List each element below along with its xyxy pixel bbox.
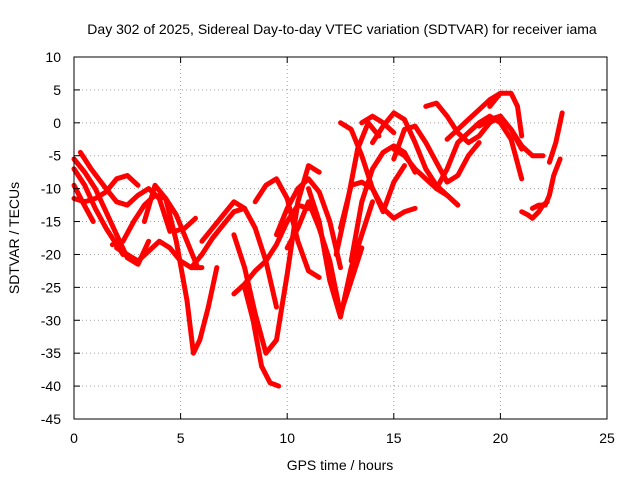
series-track-13 <box>242 284 282 389</box>
y-axis-label: SDTVAR / TECUs <box>6 182 22 294</box>
x-tick-labels: 0 5 10 15 20 25 <box>70 430 615 446</box>
series-track-31 <box>487 90 525 139</box>
axis-ticks <box>73 56 608 420</box>
series-track-1 <box>71 156 152 267</box>
plot-frame <box>73 56 608 420</box>
x-tick-label: 0 <box>70 430 78 446</box>
series-track-10 <box>188 205 248 271</box>
series-track-32 <box>508 126 546 159</box>
series-track-11 <box>199 199 279 310</box>
series-track-9 <box>171 215 198 234</box>
series-track-34 <box>529 156 563 211</box>
series-track-7 <box>114 238 205 271</box>
y-tick-label: -30 <box>41 312 61 328</box>
series-track-28 <box>433 113 525 192</box>
y-tick-label: 0 <box>53 115 61 131</box>
y-tick-label: -10 <box>41 181 61 197</box>
y-tick-label: -45 <box>41 411 61 427</box>
series-track-23 <box>359 113 397 136</box>
series-track-25 <box>391 146 461 208</box>
x-axis-label: GPS time / hours <box>287 457 394 473</box>
x-tick-label: 25 <box>599 430 615 446</box>
y-tick-label: -20 <box>41 246 61 262</box>
series-track-26 <box>391 123 482 185</box>
y-tick-label: -15 <box>41 214 61 230</box>
series-track-21 <box>348 143 418 264</box>
series-track-6 <box>109 192 201 271</box>
y-tick-label: 10 <box>45 49 61 65</box>
x-tick-label: 15 <box>386 430 402 446</box>
series-track-35 <box>546 110 565 165</box>
y-tick-label: -35 <box>41 345 61 361</box>
chart-title: Day 302 of 2025, Sidereal Day-to-day VTE… <box>87 21 597 37</box>
y-tick-label: -25 <box>41 279 61 295</box>
series-track-15 <box>252 176 322 280</box>
series-track-8 <box>141 182 220 356</box>
series-track-16 <box>274 176 343 271</box>
y-tick-label: 5 <box>53 82 61 98</box>
x-tick-label: 10 <box>279 430 295 446</box>
series-track-18 <box>306 186 375 320</box>
x-tick-label: 20 <box>493 430 509 446</box>
y-tick-labels: 10 5 0 -5 -10 -15 -20 -25 -30 -35 -40 -45 <box>41 49 61 427</box>
series-group <box>71 90 565 389</box>
series-track-22 <box>338 179 418 231</box>
series-track-5 <box>71 182 96 224</box>
series-track-29 <box>444 90 503 142</box>
y-tick-label: -5 <box>49 148 62 164</box>
x-tick-label: 5 <box>177 430 185 446</box>
y-tick-label: -40 <box>41 378 61 394</box>
series-track-14 <box>231 202 311 297</box>
grid-lines <box>74 57 607 419</box>
